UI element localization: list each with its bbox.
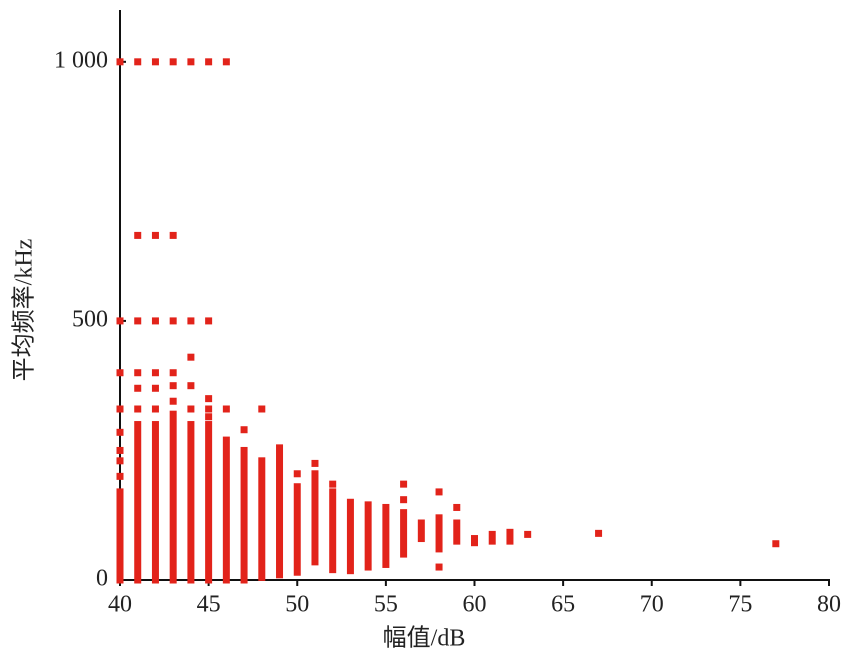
point: [187, 405, 195, 413]
point: [169, 231, 177, 239]
x-tick-label: 45: [197, 592, 221, 618]
point: [187, 382, 195, 390]
point-band: [116, 488, 124, 584]
point: [311, 459, 319, 467]
point: [205, 405, 213, 413]
x-tick-label: 70: [640, 592, 664, 618]
point: [134, 369, 142, 377]
point: [772, 540, 780, 548]
point: [116, 457, 124, 465]
point: [240, 426, 248, 434]
point: [169, 369, 177, 377]
point-band: [435, 514, 443, 553]
point: [134, 231, 142, 239]
point-band: [400, 509, 408, 558]
point-band: [453, 519, 461, 545]
point: [258, 405, 266, 413]
point: [134, 58, 142, 66]
point-band: [329, 488, 337, 574]
x-tick-label: 80: [817, 592, 841, 618]
point: [116, 472, 124, 480]
point: [134, 384, 142, 392]
point: [134, 317, 142, 325]
x-tick-label: 40: [108, 592, 132, 618]
point: [151, 58, 159, 66]
x-tick-label: 50: [285, 592, 309, 618]
x-axis-label: 幅值/dB: [383, 625, 466, 652]
point-band: [488, 530, 496, 545]
point: [151, 369, 159, 377]
point: [595, 529, 603, 537]
point-band: [293, 483, 301, 576]
point-band: [169, 410, 177, 584]
point: [116, 58, 124, 66]
y-axis-label: 平均频率/kHz: [11, 239, 38, 382]
point-band: [205, 421, 213, 584]
point: [187, 353, 195, 361]
point: [116, 317, 124, 325]
point-band: [187, 421, 195, 584]
point: [187, 58, 195, 66]
point-band: [346, 498, 354, 575]
x-tick-label: 60: [463, 592, 487, 618]
point: [169, 397, 177, 405]
y-tick-label: 0: [96, 566, 108, 592]
point-band: [134, 421, 142, 584]
point: [400, 480, 408, 488]
point: [151, 317, 159, 325]
point: [205, 413, 213, 421]
point-band: [382, 503, 390, 568]
point: [151, 384, 159, 392]
point: [453, 503, 461, 511]
point-band: [258, 457, 266, 581]
point: [400, 496, 408, 504]
point: [222, 58, 230, 66]
point: [205, 395, 213, 403]
point: [116, 446, 124, 454]
point: [524, 530, 532, 538]
point: [205, 58, 213, 66]
point-band: [364, 501, 372, 571]
x-tick-label: 65: [551, 592, 575, 618]
x-tick-label: 75: [728, 592, 752, 618]
point: [151, 231, 159, 239]
point: [222, 405, 230, 413]
point: [116, 428, 124, 436]
point-band: [151, 421, 159, 584]
point-band: [276, 444, 284, 579]
point: [435, 488, 443, 496]
y-tick-label: 500: [72, 306, 108, 332]
point: [205, 317, 213, 325]
point-band: [311, 470, 319, 566]
point-band: [417, 519, 425, 543]
y-tick-label: 1 000: [54, 47, 108, 73]
point: [435, 563, 443, 571]
point-band: [240, 446, 248, 584]
point: [169, 382, 177, 390]
point: [187, 317, 195, 325]
x-tick-label: 55: [374, 592, 398, 618]
point-band: [471, 535, 478, 547]
point: [329, 480, 337, 488]
point: [293, 470, 301, 478]
point: [151, 405, 159, 413]
point: [134, 405, 142, 413]
point-band: [222, 436, 230, 584]
point: [169, 317, 177, 325]
point: [116, 369, 124, 377]
point-band: [506, 528, 514, 545]
point: [169, 58, 177, 66]
point: [116, 405, 124, 413]
